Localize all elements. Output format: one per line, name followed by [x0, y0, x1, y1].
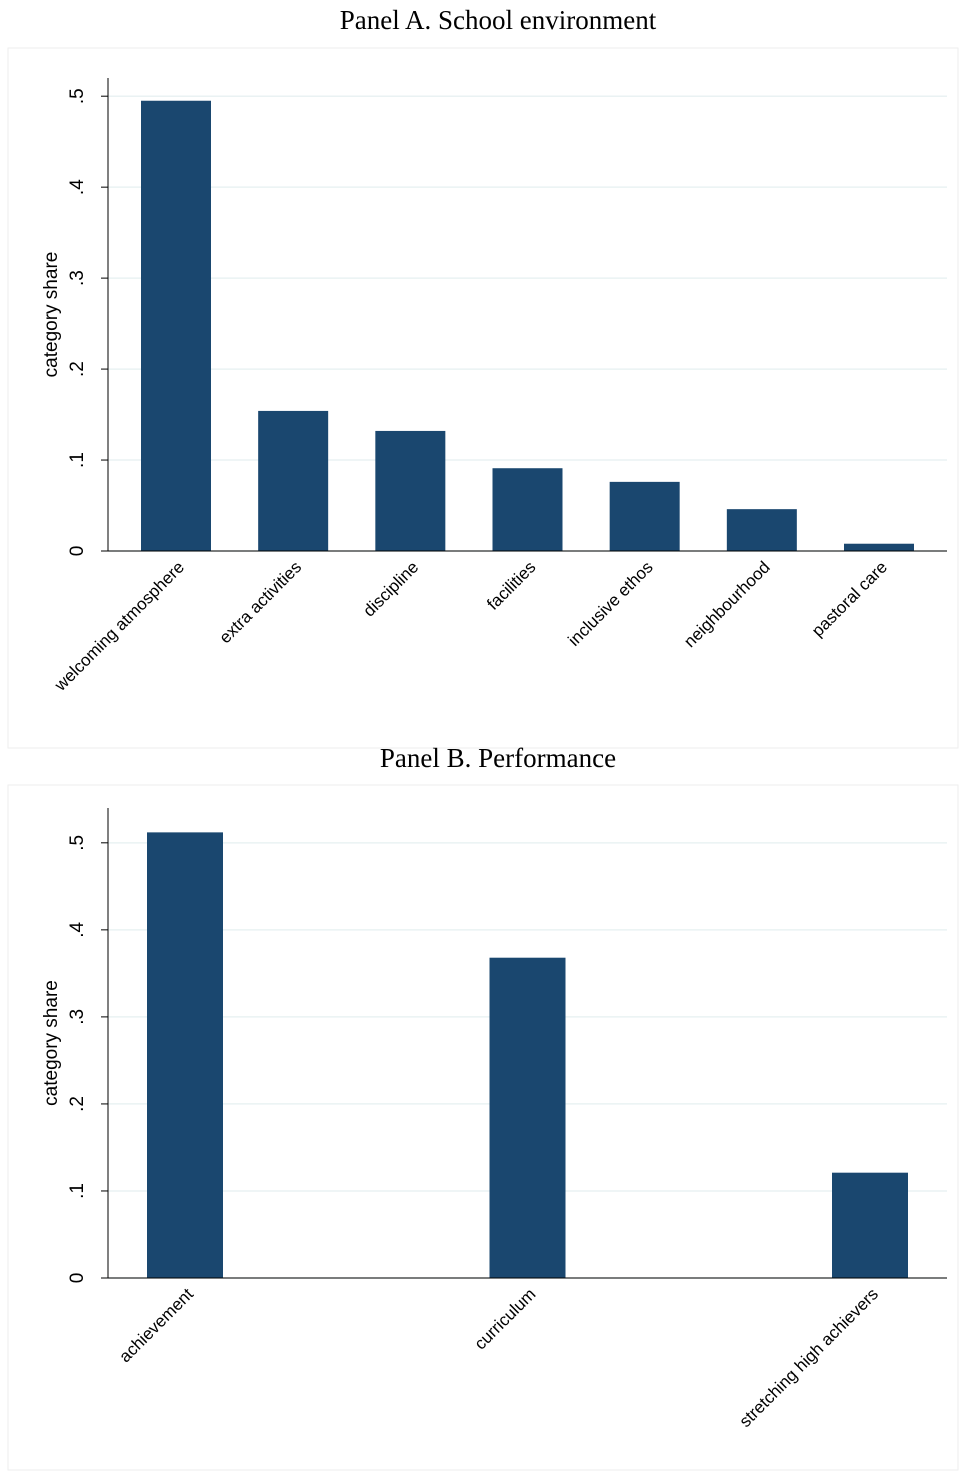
bar — [258, 410, 329, 551]
bar — [141, 100, 211, 551]
panel-frame — [7, 47, 959, 749]
y-tick-label: .5 — [67, 835, 88, 851]
bar — [844, 543, 914, 551]
chart-title: Panel B. Performance — [380, 743, 616, 773]
panel-frame — [7, 784, 959, 1471]
x-tick-label: achievement — [115, 1284, 197, 1366]
bar — [832, 1172, 908, 1278]
x-tick-label: discipline — [359, 558, 422, 621]
y-tick-label: .1 — [67, 1183, 88, 1199]
bar — [492, 468, 563, 551]
y-tick-label: .1 — [67, 452, 88, 468]
x-tick-label: extra activities — [216, 558, 306, 648]
bar — [375, 430, 446, 551]
bar — [726, 509, 797, 551]
bar — [147, 832, 223, 1278]
y-tick-label: .5 — [67, 88, 88, 104]
y-tick-label: .3 — [67, 1009, 88, 1025]
y-axis-title: category share — [41, 252, 62, 378]
y-tick-label: .2 — [67, 361, 88, 377]
y-tick-label: .3 — [67, 270, 88, 286]
y-axis-title: category share — [41, 980, 62, 1106]
x-tick-label: stretching high achievers — [736, 1285, 882, 1431]
x-tick-label: pastoral care — [808, 558, 891, 641]
x-tick-label: welcoming atmosphere — [50, 558, 188, 696]
y-tick-label: .4 — [67, 179, 88, 195]
y-tick-label: 0 — [67, 1273, 88, 1284]
y-tick-label: .2 — [67, 1096, 88, 1112]
x-tick-label: neighbourhood — [680, 558, 774, 652]
chart-title: Panel A. School environment — [340, 5, 657, 35]
x-tick-label: inclusive ethos — [564, 558, 656, 650]
bar — [609, 481, 680, 551]
y-tick-label: .4 — [67, 922, 88, 938]
x-tick-label: facilities — [483, 558, 539, 614]
y-tick-label: 0 — [67, 546, 88, 557]
x-tick-label: curriculum — [471, 1285, 540, 1354]
bar — [489, 957, 566, 1278]
